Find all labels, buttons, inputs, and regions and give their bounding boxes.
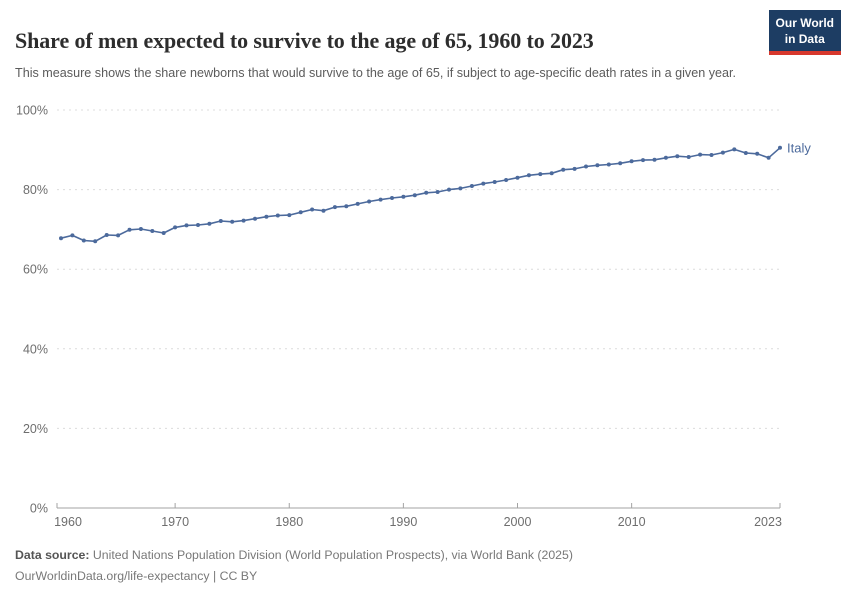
data-point [698, 152, 703, 157]
x-tick-label: 1990 [389, 515, 417, 529]
data-point [298, 210, 303, 215]
data-point [424, 190, 429, 195]
data-point [686, 155, 691, 159]
data-point [709, 153, 714, 157]
data-point [173, 225, 178, 230]
data-point [218, 219, 223, 223]
y-tick-label: 0% [30, 502, 48, 516]
data-point [675, 154, 680, 159]
data-point [321, 208, 326, 213]
data-point [332, 205, 337, 210]
y-tick-label: 20% [23, 422, 48, 436]
data-point [138, 227, 143, 231]
data-point [481, 181, 486, 186]
data-point [104, 233, 109, 237]
data-point [595, 163, 600, 168]
data-point [93, 239, 98, 244]
data-point [732, 147, 737, 152]
data-point [412, 193, 417, 198]
series-label-italy[interactable]: Italy [787, 140, 811, 155]
data-point [59, 236, 63, 241]
data-point [253, 216, 257, 221]
data-point [572, 166, 577, 171]
data-point [230, 219, 235, 224]
data-point [344, 204, 349, 209]
chart-footer: Data source: United Nations Population D… [15, 545, 815, 587]
data-source-text: United Nations Population Division (Worl… [89, 548, 573, 562]
data-point [549, 171, 554, 176]
owid-logo-line1: Our World [775, 16, 834, 30]
data-source-label: Data source: [15, 548, 90, 562]
data-point [515, 175, 520, 180]
data-point [720, 150, 725, 155]
data-point [641, 158, 645, 163]
data-point [196, 223, 200, 227]
x-tick-label: 1960 [54, 515, 82, 529]
data-point [755, 151, 760, 156]
data-line-italy[interactable] [60, 147, 781, 243]
data-point [116, 233, 121, 238]
owid-logo: Our World in Data [768, 10, 841, 56]
y-tick-label: 40% [23, 342, 48, 356]
data-point [538, 172, 543, 177]
data-point [778, 145, 782, 150]
data-point [184, 223, 189, 228]
data-point [161, 231, 166, 235]
data-point [652, 157, 657, 162]
data-point [766, 155, 771, 160]
y-tick-label: 60% [23, 263, 48, 277]
data-point [264, 214, 269, 219]
data-point [629, 159, 634, 164]
x-tick-label: 2000 [504, 515, 532, 529]
data-source-line: Data source: United Nations Population D… [15, 545, 815, 566]
y-tick-label: 80% [23, 183, 48, 197]
data-point [606, 162, 611, 167]
data-point [150, 229, 155, 233]
page-title: Share of men expected to survive to the … [15, 27, 594, 53]
x-tick-label: 2010 [618, 515, 646, 529]
x-tick-label: 1980 [275, 515, 303, 529]
data-point [526, 173, 531, 178]
data-point [378, 197, 383, 202]
x-tick-label: 2023 [754, 515, 782, 529]
chart-subtitle: This measure shows the share newborns th… [15, 65, 737, 80]
data-point [310, 207, 315, 212]
data-point [367, 199, 372, 204]
data-point [663, 155, 668, 160]
data-point [241, 218, 246, 223]
data-point [275, 213, 280, 218]
y-tick-label: 100% [16, 104, 48, 118]
data-point [618, 161, 623, 166]
data-point [561, 167, 566, 172]
data-point [458, 186, 463, 191]
data-point [504, 178, 509, 182]
data-point [743, 151, 748, 155]
data-point [447, 187, 451, 192]
data-point [401, 194, 406, 199]
x-tick-label: 1970 [161, 515, 189, 529]
data-point [469, 184, 474, 188]
data-point [81, 238, 86, 243]
data-point [355, 201, 360, 206]
data-point [435, 190, 440, 194]
data-point [127, 227, 132, 232]
license-line: OurWorldinData.org/life-expectancy | CC … [15, 568, 258, 583]
data-point [287, 213, 292, 218]
data-point [70, 233, 75, 238]
data-point [207, 221, 212, 226]
owid-logo-line2: in Data [784, 31, 825, 46]
data-point [390, 196, 394, 200]
data-point [492, 180, 497, 184]
data-point [584, 164, 588, 169]
